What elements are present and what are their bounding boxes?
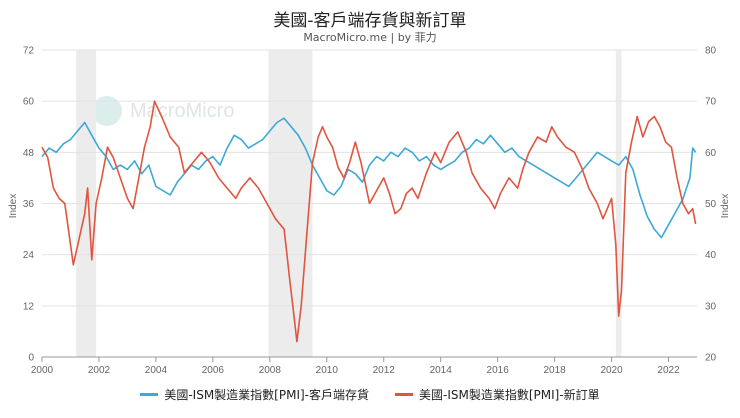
chart-title: 美國-客戶端存貨與新訂單 — [273, 11, 467, 31]
y-right-tick-label: 50 — [705, 199, 717, 210]
legend-label-new-orders: 美國-ISM製造業指數[PMI]-新訂單 — [419, 388, 600, 402]
chart-legend: 美國-ISM製造業指數[PMI]-客戶端存貨 美國-ISM製造業指數[PMI]-… — [0, 386, 740, 403]
y-right-tick-label: 60 — [705, 148, 717, 159]
x-tick-label: 2020 — [600, 365, 623, 376]
x-tick-label: 2002 — [88, 365, 111, 376]
y-left-tick-label: 0 — [28, 353, 34, 364]
x-axis: 2000 2002 2004 2006 2008 2010 2012 2014 2016 2018… — [31, 357, 680, 376]
y-left-tick-label: 72 — [23, 46, 35, 57]
legend-item-new-orders[interactable]: 美國-ISM製造業指數[PMI]-新訂單 — [395, 386, 600, 403]
y-axis-right-label: Index — [720, 194, 731, 218]
legend-swatch-inventory — [140, 393, 159, 396]
x-tick-label: 2014 — [430, 365, 453, 376]
x-tick-label: 2004 — [145, 365, 168, 376]
legend-swatch-new-orders — [395, 393, 413, 396]
series-line-0 — [41, 117, 697, 239]
legend-label-inventory: 美國-ISM製造業指數[PMI]-客戶端存貨 — [164, 388, 369, 402]
x-tick-label: 2006 — [202, 365, 225, 376]
x-tick-label: 2022 — [657, 365, 680, 376]
series-lines — [41, 100, 697, 343]
series-line-1 — [41, 100, 697, 343]
legend-item-inventory[interactable]: 美國-ISM製造業指數[PMI]-客戶端存貨 — [140, 386, 369, 403]
x-tick-label: 2010 — [316, 365, 339, 376]
y-right-tick-label: 70 — [705, 97, 717, 108]
y-axis-left-label: Index — [8, 194, 19, 218]
y-axis-right: 20 30 40 50 60 70 80 — [705, 46, 717, 364]
x-tick-label: 2018 — [543, 365, 566, 376]
y-right-tick-label: 30 — [705, 301, 717, 312]
x-tick-label: 2000 — [31, 365, 54, 376]
x-tick-label: 2016 — [487, 365, 510, 376]
y-right-tick-label: 20 — [705, 353, 717, 364]
y-left-tick-label: 12 — [23, 301, 35, 312]
y-axis-left: 0 12 24 36 48 60 72 — [23, 46, 35, 364]
y-left-tick-label: 36 — [23, 199, 35, 210]
y-right-tick-label: 40 — [705, 250, 717, 261]
y-left-tick-label: 48 — [23, 148, 35, 159]
y-left-tick-label: 24 — [23, 250, 35, 261]
chart-subtitle: MacroMicro.me | by 菲力 — [303, 31, 437, 44]
x-tick-label: 2008 — [259, 365, 282, 376]
y-right-tick-label: 80 — [705, 46, 717, 57]
x-tick-label: 2012 — [373, 365, 396, 376]
y-left-tick-label: 60 — [23, 97, 35, 108]
